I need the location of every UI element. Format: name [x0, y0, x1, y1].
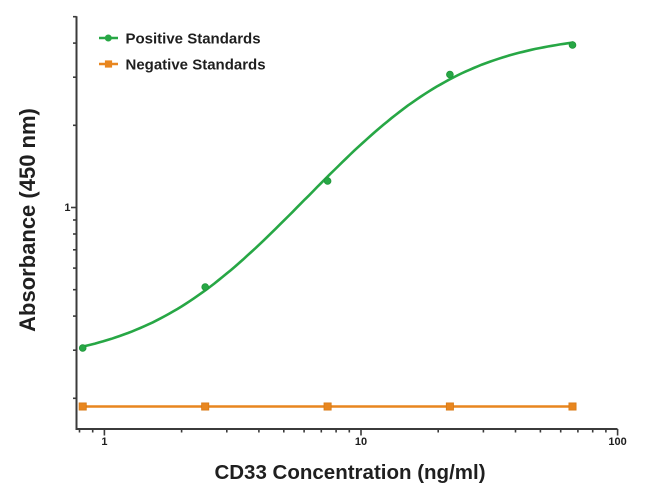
svg-text:10: 10 — [355, 436, 367, 448]
svg-text:Absorbance (450 nm): Absorbance (450 nm) — [15, 108, 40, 332]
svg-text:Negative Standards: Negative Standards — [126, 57, 266, 74]
svg-text:1: 1 — [101, 436, 107, 448]
svg-text:CD33 Concentration (ng/ml): CD33 Concentration (ng/ml) — [214, 461, 485, 484]
svg-text:1: 1 — [64, 202, 70, 214]
svg-text:100: 100 — [608, 436, 626, 448]
svg-text:Positive Standards: Positive Standards — [126, 31, 261, 48]
